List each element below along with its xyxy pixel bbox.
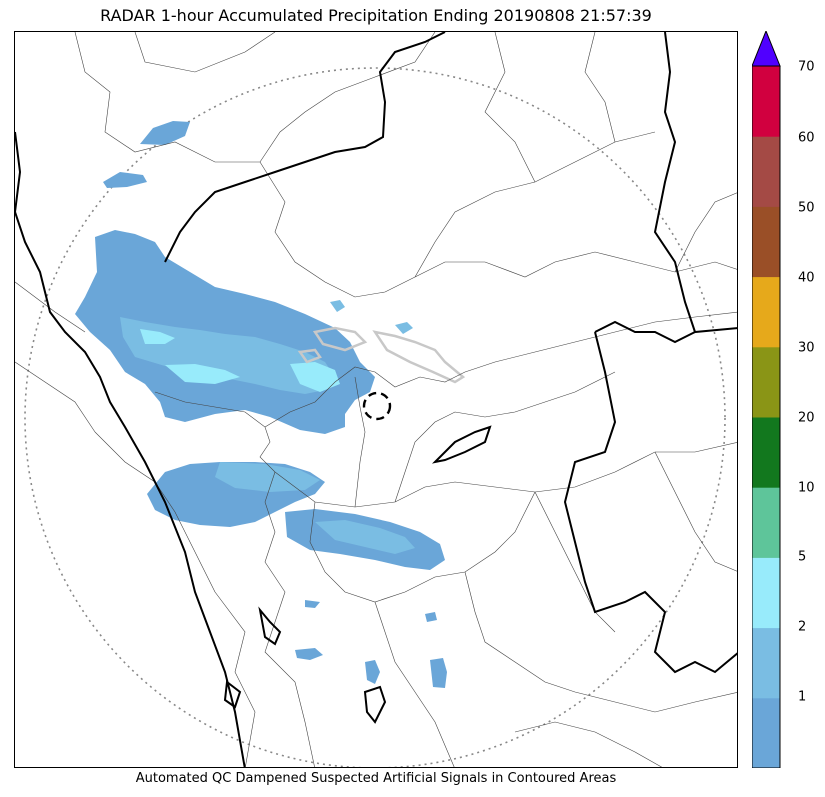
colorbar-tick: 70 (798, 59, 815, 75)
colorbar-band (752, 417, 780, 488)
precip-area (305, 600, 320, 608)
colorbar-tick: 60 (798, 130, 815, 146)
precip-area (75, 230, 375, 434)
map-canvas (15, 32, 737, 767)
colorbar (751, 29, 792, 769)
precip-area (295, 648, 323, 660)
state-border (431, 425, 492, 464)
qc-contour (297, 348, 322, 364)
state-boundaries (15, 32, 737, 767)
island-border (363, 685, 387, 724)
map-footer-note: Automated QC Dampened Suspected Artifici… (135, 771, 617, 786)
radar-range-ring (24, 67, 726, 767)
colorbar-tick: 20 (798, 410, 815, 426)
colorbar-tick: 40 (798, 270, 815, 286)
island-border (258, 606, 282, 646)
colorbar-band (752, 627, 780, 699)
precip-area (315, 520, 415, 554)
coastline (15, 131, 246, 767)
colorbar-band (752, 66, 780, 137)
radar-map[interactable] (14, 31, 738, 768)
colorbar-band (752, 346, 780, 418)
precip-area (165, 364, 240, 384)
colorbar-band (752, 206, 780, 278)
precip-area (330, 300, 345, 312)
colorbar-extend-arrow (751, 29, 781, 67)
precip-area (395, 322, 413, 334)
colorbar-tick: 2 (798, 619, 807, 635)
precip-area (140, 329, 175, 344)
precip-area (425, 612, 437, 622)
colorbar-tick: 10 (798, 480, 815, 496)
qc-contour (312, 326, 368, 352)
artificial-signal-contours (297, 326, 466, 384)
colorbar-bands (752, 66, 780, 769)
colorbar-tick: 1 (798, 689, 807, 705)
colorbar-tick: 30 (798, 340, 815, 356)
precip-area (365, 660, 380, 684)
state-border (164, 32, 446, 263)
map-title: RADAR 1-hour Accumulated Precipitation E… (100, 6, 652, 25)
precip-area (140, 121, 190, 145)
state-border (563, 331, 737, 674)
precipitation-layer (75, 121, 447, 688)
precip-area (290, 362, 340, 392)
colorbar-tick: 5 (798, 549, 807, 565)
colorbar-band (752, 487, 780, 558)
radar-site-marker (362, 391, 392, 421)
precip-area (215, 462, 320, 492)
colorbar-tick: 50 (798, 200, 815, 216)
precip-area (120, 317, 335, 394)
island-border (223, 680, 242, 709)
colorbar-band (752, 557, 780, 629)
qc-contour (372, 330, 466, 384)
colorbar-band (752, 697, 780, 769)
state-border (653, 32, 737, 334)
colorbar-svg (751, 29, 781, 769)
precip-area (103, 172, 147, 188)
colorbar-band (752, 136, 780, 207)
precip-area (430, 658, 447, 688)
state-border (594, 320, 696, 344)
colorbar-band (752, 276, 780, 348)
